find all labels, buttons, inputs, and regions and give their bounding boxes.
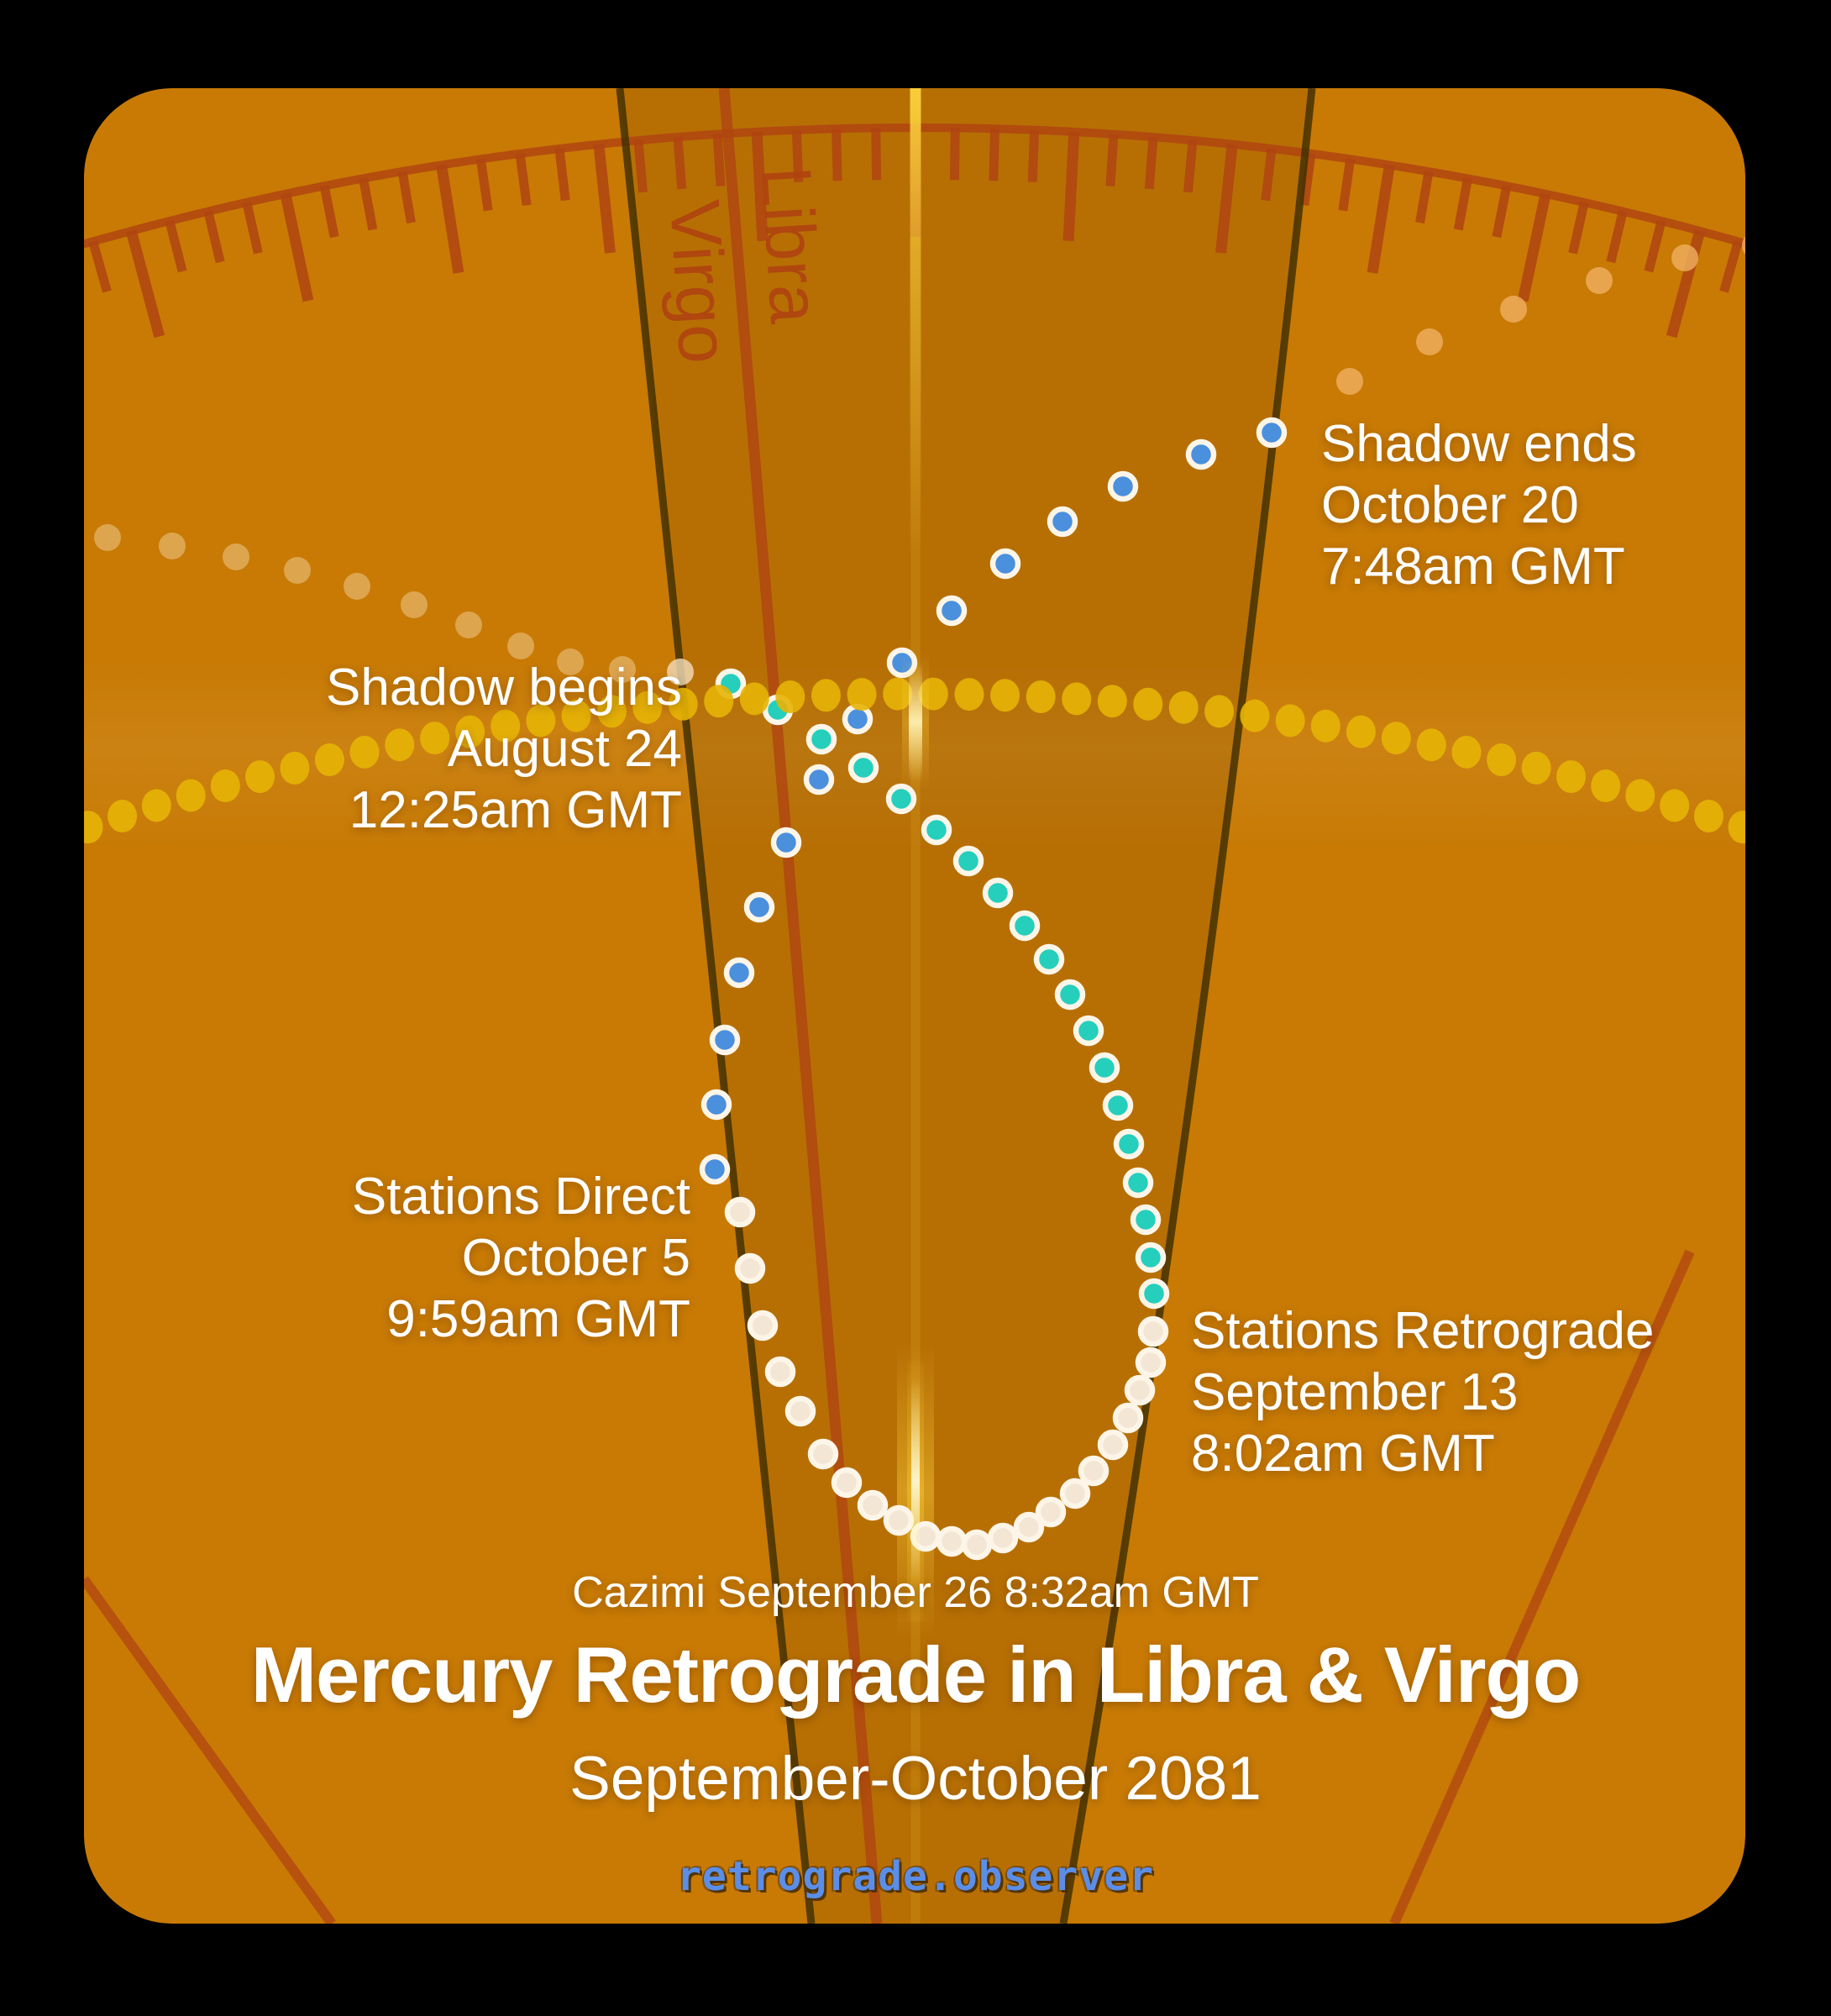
- zodiac-label-virgo: Virgo: [655, 197, 744, 365]
- shadow-ends-line-1: Shadow ends: [1321, 415, 1637, 473]
- annotation-shadow-ends: Shadow ends October 20 7:48am GMT: [1321, 413, 1637, 597]
- cazimi-caption: Cazimi September 26 8:32am GMT: [572, 1568, 1259, 1617]
- shadow-begins-line-3: 12:25am GMT: [349, 781, 682, 839]
- shadow-begins-line-1: Shadow begins: [326, 659, 682, 717]
- site-watermark: retrograde.observer: [676, 1853, 1155, 1900]
- stations-direct-line-1: Stations Direct: [351, 1168, 690, 1226]
- stations-direct-line-2: October 5: [461, 1229, 690, 1287]
- zodiac-label-libra: Libra: [747, 164, 835, 325]
- shadow-ends-line-2: October 20: [1321, 476, 1579, 534]
- dot-layers: [84, 232, 1745, 1583]
- annotation-shadow-begins: Shadow begins August 24 12:25am GMT: [326, 657, 682, 841]
- stations-retrograde-line-1: Stations Retrograde: [1191, 1302, 1655, 1360]
- shadow-begins-line-2: August 24: [447, 720, 682, 778]
- stations-retrograde-line-3: 8:02am GMT: [1191, 1425, 1495, 1483]
- stations-direct-line-3: 9:59am GMT: [386, 1290, 690, 1348]
- page-title: Mercury Retrograde in Libra & Virgo: [250, 1630, 1582, 1719]
- shadow-ends-line-3: 7:48am GMT: [1321, 538, 1625, 596]
- annotation-stations-direct: Stations Direct October 5 9:59am GMT: [352, 1166, 690, 1350]
- stations-retrograde-line-2: September 13: [1191, 1363, 1519, 1421]
- annotation-stations-retrograde: Stations Retrograde September 13 8:02am …: [1191, 1300, 1654, 1484]
- page-subtitle: September-October 2081: [569, 1745, 1262, 1813]
- chart-graphics: [84, 88, 1745, 1924]
